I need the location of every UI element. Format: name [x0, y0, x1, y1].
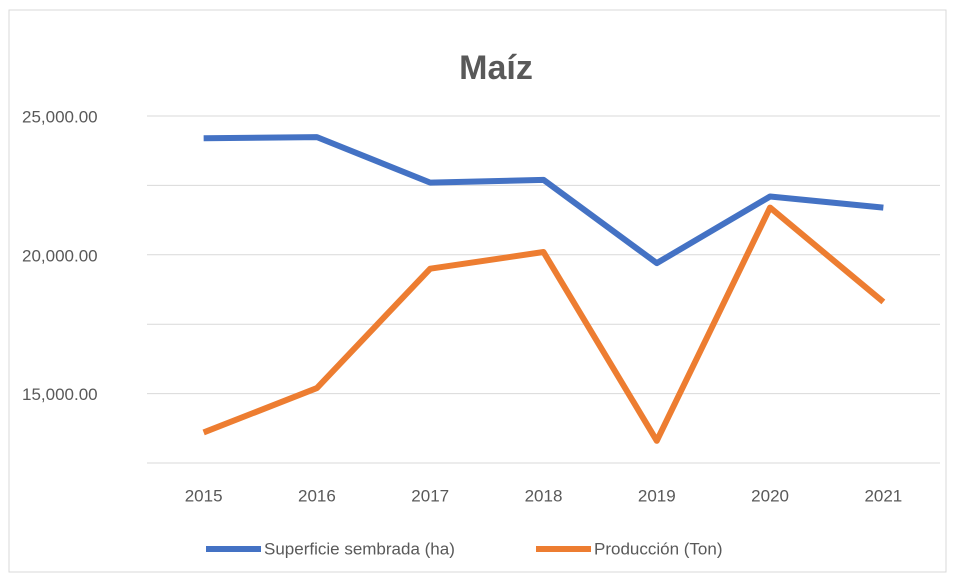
line-series	[203, 134, 884, 267]
x-tick-label: 2017	[411, 486, 449, 505]
x-tick-label: 2018	[525, 486, 563, 505]
legend-label: Superficie sembrada (ha)	[264, 539, 455, 558]
line-series	[202, 204, 886, 444]
chart-frame	[8, 9, 947, 573]
y-tick-label: 20,000.00	[22, 246, 98, 265]
x-tick-label: 2021	[864, 486, 902, 505]
chart-title: Maíz	[459, 49, 533, 87]
x-tick-label: 2015	[185, 486, 223, 505]
legend-label: Producción (Ton)	[594, 539, 723, 558]
y-tick-label: 25,000.00	[22, 107, 98, 126]
x-tick-label: 2016	[298, 486, 336, 505]
x-tick-label: 2020	[751, 486, 789, 505]
y-tick-label: 15,000.00	[22, 385, 98, 404]
x-tick-label: 2019	[638, 486, 676, 505]
